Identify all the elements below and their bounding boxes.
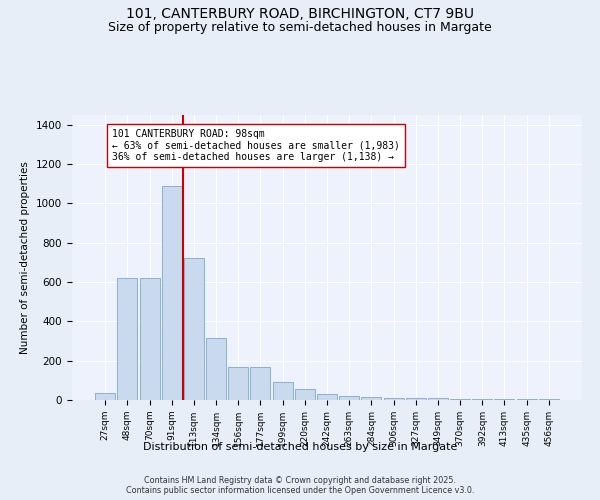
Bar <box>118 278 137 400</box>
Bar <box>317 394 337 400</box>
Bar <box>272 382 293 400</box>
Bar <box>472 399 492 400</box>
Bar <box>140 278 160 400</box>
Bar <box>383 398 404 400</box>
Bar <box>250 366 271 400</box>
Bar <box>295 389 315 400</box>
Bar <box>428 398 448 400</box>
Text: Size of property relative to semi-detached houses in Margate: Size of property relative to semi-detach… <box>108 21 492 34</box>
Bar <box>494 399 514 400</box>
Text: Contains HM Land Registry data © Crown copyright and database right 2025.
Contai: Contains HM Land Registry data © Crown c… <box>126 476 474 495</box>
Y-axis label: Number of semi-detached properties: Number of semi-detached properties <box>20 161 31 354</box>
Text: 101, CANTERBURY ROAD, BIRCHINGTON, CT7 9BU: 101, CANTERBURY ROAD, BIRCHINGTON, CT7 9… <box>126 8 474 22</box>
Bar <box>339 396 359 400</box>
Bar <box>206 338 226 400</box>
Bar <box>406 398 426 400</box>
Bar <box>95 393 115 400</box>
Text: Distribution of semi-detached houses by size in Margate: Distribution of semi-detached houses by … <box>143 442 457 452</box>
Bar <box>184 258 204 400</box>
Text: 101 CANTERBURY ROAD: 98sqm
← 63% of semi-detached houses are smaller (1,983)
36%: 101 CANTERBURY ROAD: 98sqm ← 63% of semi… <box>112 129 400 162</box>
Bar <box>228 366 248 400</box>
Bar <box>162 186 182 400</box>
Bar <box>450 399 470 400</box>
Bar <box>361 397 382 400</box>
Bar <box>539 399 559 400</box>
Bar <box>517 399 536 400</box>
